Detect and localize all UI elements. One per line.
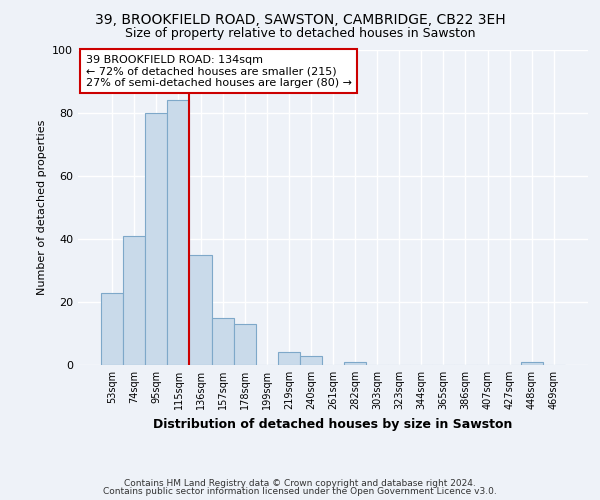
Text: Contains public sector information licensed under the Open Government Licence v3: Contains public sector information licen…: [103, 487, 497, 496]
Bar: [167, 100, 190, 365]
Bar: [278, 352, 300, 365]
Text: 39, BROOKFIELD ROAD, SAWSTON, CAMBRIDGE, CB22 3EH: 39, BROOKFIELD ROAD, SAWSTON, CAMBRIDGE,…: [95, 12, 505, 26]
Bar: [123, 236, 145, 365]
Bar: [300, 356, 322, 365]
Bar: [145, 113, 167, 365]
Bar: [101, 292, 123, 365]
Text: Contains HM Land Registry data © Crown copyright and database right 2024.: Contains HM Land Registry data © Crown c…: [124, 478, 476, 488]
Text: 39 BROOKFIELD ROAD: 134sqm
← 72% of detached houses are smaller (215)
27% of sem: 39 BROOKFIELD ROAD: 134sqm ← 72% of deta…: [86, 54, 352, 88]
Bar: [233, 324, 256, 365]
Y-axis label: Number of detached properties: Number of detached properties: [37, 120, 47, 295]
X-axis label: Distribution of detached houses by size in Sawston: Distribution of detached houses by size …: [154, 418, 512, 430]
Bar: [190, 255, 212, 365]
Bar: [521, 362, 543, 365]
Bar: [344, 362, 366, 365]
Bar: [212, 318, 233, 365]
Text: Size of property relative to detached houses in Sawston: Size of property relative to detached ho…: [125, 28, 475, 40]
